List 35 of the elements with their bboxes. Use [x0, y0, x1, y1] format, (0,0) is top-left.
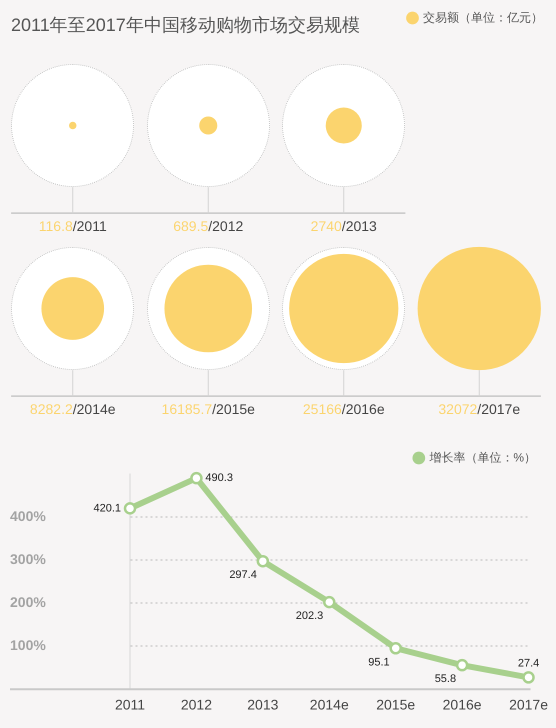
- data-label: 116.8/2011: [38, 218, 107, 234]
- y-tick-label: 200%: [10, 594, 46, 610]
- data-label: 16185.7/2015e: [162, 401, 256, 418]
- x-tick-label: 2017e: [509, 696, 548, 712]
- data-label: 689.5/2012: [173, 218, 244, 234]
- x-tick-label: 2012: [180, 696, 212, 712]
- point: [456, 658, 468, 672]
- data-label: 297.4: [229, 569, 257, 582]
- data-label: 55.8: [434, 673, 456, 686]
- data-label: 27.4: [518, 657, 540, 670]
- point: [323, 596, 336, 608]
- point: [190, 472, 203, 484]
- data-label: 25166/2016e: [302, 401, 385, 418]
- data-label: 202.3: [296, 610, 324, 622]
- text: 2011年至2017年中国移动购物市场交易规模: [11, 14, 360, 37]
- point: [256, 554, 270, 568]
- point: [522, 671, 535, 684]
- x-tick-label: 2013: [247, 696, 279, 712]
- y-tick-label: 300%: [10, 550, 46, 567]
- legend-label: 交易额（单位：亿元）: [423, 10, 543, 24]
- data-label: 420.1: [93, 502, 121, 514]
- data-label: 95.1: [368, 656, 390, 668]
- x-tick-label: 2015e: [376, 696, 416, 712]
- point: [389, 642, 402, 655]
- legend-label: 增长率（单位：%）: [428, 450, 536, 464]
- data-label: 490.3: [205, 472, 233, 484]
- x-tick-label: 2011: [114, 696, 146, 712]
- point: [124, 502, 136, 515]
- data-label: 32072/2017e: [438, 401, 520, 418]
- x-tick-label: 2014e: [310, 696, 349, 712]
- x-tick-label: 2016e: [442, 696, 482, 712]
- y-tick-label: 400%: [10, 508, 46, 524]
- data-label: 8282.2/2014e: [30, 401, 116, 418]
- y-tick-label: 100%: [10, 637, 46, 654]
- data-label: 2740/2013: [310, 218, 378, 234]
